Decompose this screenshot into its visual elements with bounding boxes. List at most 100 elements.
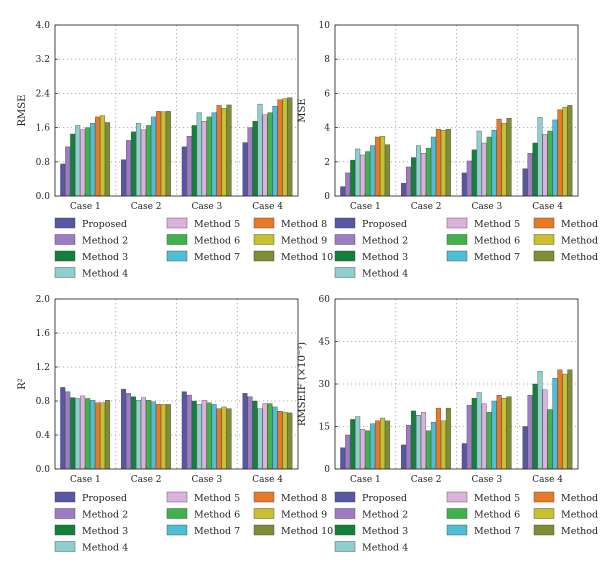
y-tick-label: 0.0 bbox=[36, 192, 51, 202]
bar-method-7-case-3 bbox=[491, 400, 497, 470]
bar-method-2-case-2 bbox=[126, 393, 131, 470]
bar-method-5-case-2 bbox=[140, 129, 146, 197]
y-tick-label: 4.0 bbox=[36, 21, 51, 31]
bar-method-8-case-3 bbox=[216, 105, 222, 197]
y-tick-label: 1.2 bbox=[36, 363, 50, 373]
x-tick-label: Case 3 bbox=[471, 202, 502, 212]
bar-method-3-case-3 bbox=[191, 400, 197, 470]
bar-method-3-case-4 bbox=[532, 383, 538, 470]
legend-swatch bbox=[166, 508, 188, 519]
bar-method-10-case-4 bbox=[287, 412, 293, 470]
legend-swatch bbox=[334, 491, 356, 503]
bar-method-10-case-2 bbox=[165, 404, 171, 470]
legend-swatch bbox=[253, 250, 275, 262]
bar-method-2-case-3 bbox=[466, 160, 472, 197]
bar-method-4-case-3 bbox=[476, 130, 482, 197]
bar-method-5-case-2 bbox=[140, 397, 146, 470]
legend-swatch bbox=[533, 250, 555, 262]
bar-method-4-case-4 bbox=[257, 408, 263, 470]
legend-swatch bbox=[166, 217, 188, 229]
y-tick-label: 2.0 bbox=[36, 295, 51, 305]
bar-method-10-case-3 bbox=[506, 396, 512, 470]
legend-entry-label: Method 3 bbox=[82, 526, 128, 537]
bar-method-8-case-2 bbox=[155, 111, 161, 197]
legend-entry-label: Method 9 bbox=[561, 236, 600, 247]
bar-method-7-case-2 bbox=[150, 116, 156, 197]
bar-method-9-case-3 bbox=[501, 397, 507, 470]
chart-panel-4: 0 15 30 45 60 Case 1 Case 2 Case 3 Case 4 RMSEIF … bbox=[297, 295, 600, 554]
legend-swatch bbox=[166, 491, 188, 503]
legend-swatch bbox=[166, 250, 188, 262]
y-axis-label: RMSE bbox=[17, 95, 28, 127]
legend-entry-label: Method 10 bbox=[281, 526, 333, 537]
bar-method-2-case-1 bbox=[345, 172, 351, 197]
bar-method-7-case-1 bbox=[370, 423, 376, 470]
legend-entry-label: Method 10 bbox=[561, 526, 600, 537]
bar-proposed-case-4 bbox=[522, 168, 528, 197]
bar-method-4-case-1 bbox=[355, 416, 361, 470]
legend-swatch bbox=[54, 267, 76, 278]
x-tick-label: Case 2 bbox=[411, 202, 442, 212]
legend-entry-label: Method 4 bbox=[362, 543, 408, 554]
legend-entry-label: Method 6 bbox=[194, 236, 240, 247]
bar-method-3-case-1 bbox=[70, 133, 76, 197]
bar-method-7-case-2 bbox=[430, 136, 436, 197]
bar-method-2-case-4 bbox=[247, 127, 253, 197]
bar-method-6-case-1 bbox=[85, 127, 91, 197]
plot-frame bbox=[54, 298, 299, 470]
legend-entry-label: Method 7 bbox=[474, 526, 520, 537]
bar-method-4-case-4 bbox=[257, 103, 263, 197]
legend-swatch bbox=[253, 234, 275, 245]
bar-method-7-case-1 bbox=[370, 145, 376, 197]
bar-method-3-case-2 bbox=[131, 396, 136, 470]
legend: Proposed Method 5 Method 8 Method 2 Method 6… bbox=[54, 491, 333, 554]
legend-entry-label: Method 3 bbox=[362, 526, 408, 537]
legend-entry-label: Method 8 bbox=[561, 493, 600, 504]
chart-panel-1: 0.0 0.8 1.6 2.4 3.2 4.0 Case 1 Case 2 Case 3 Case… bbox=[17, 21, 333, 280]
x-tick-label: Case 2 bbox=[131, 202, 162, 212]
x-tick-label: Case 2 bbox=[411, 475, 442, 485]
bar-method-10-case-1 bbox=[105, 122, 111, 197]
legend-swatch bbox=[446, 524, 468, 536]
legend-swatch bbox=[533, 234, 555, 245]
bar-proposed-case-1 bbox=[340, 447, 346, 470]
bar-method-8-case-4 bbox=[277, 99, 283, 197]
legend-entry-label: Method 2 bbox=[362, 236, 408, 247]
legend: Proposed Method 5 Method 8 Method 2 Method 6… bbox=[54, 217, 333, 280]
legend-swatch bbox=[166, 234, 188, 245]
bar-method-10-case-4 bbox=[287, 97, 293, 197]
bar-proposed-case-3 bbox=[461, 443, 467, 470]
bar-method-5-case-3 bbox=[481, 403, 487, 470]
bar-method-10-case-4 bbox=[567, 369, 573, 470]
bar-proposed-case-2 bbox=[401, 444, 406, 470]
y-axis-label: MSE bbox=[297, 98, 308, 122]
bar-proposed-case-3 bbox=[181, 391, 187, 470]
legend-entry-label: Proposed bbox=[82, 493, 127, 504]
bar-method-6-case-2 bbox=[145, 399, 151, 470]
y-tick-label: 1.6 bbox=[36, 124, 51, 134]
legend-swatch bbox=[253, 508, 275, 519]
bar-method-9-case-4 bbox=[562, 106, 568, 197]
x-tick-label: Case 4 bbox=[252, 202, 283, 212]
x-tick-label: Case 4 bbox=[252, 475, 283, 485]
legend-swatch bbox=[446, 508, 468, 519]
x-tick-label: Case 1 bbox=[70, 202, 101, 212]
y-tick-label: 1.6 bbox=[36, 329, 51, 339]
bar-proposed-case-2 bbox=[401, 183, 406, 197]
legend-entry-label: Method 3 bbox=[82, 252, 128, 263]
legend-swatch bbox=[54, 491, 76, 503]
legend-entry-label: Method 5 bbox=[474, 219, 520, 230]
bar-method-7-case-1 bbox=[90, 123, 96, 197]
bar-method-7-case-4 bbox=[552, 378, 558, 470]
legend-entry-label: Method 6 bbox=[474, 510, 520, 521]
bar-method-10-case-1 bbox=[105, 399, 111, 470]
bar-method-3-case-4 bbox=[252, 121, 258, 197]
bar-method-7-case-3 bbox=[211, 404, 217, 470]
y-axis-label: RMSEIF (×10⁻³) bbox=[297, 342, 308, 426]
bar-method-3-case-2 bbox=[131, 131, 136, 197]
legend-entry-label: Method 6 bbox=[194, 510, 240, 521]
y-tick-label: 3.2 bbox=[36, 55, 50, 65]
legend-entry-label: Method 8 bbox=[281, 493, 327, 504]
bar-method-6-case-2 bbox=[145, 125, 151, 197]
bar-method-8-case-1 bbox=[375, 136, 381, 197]
